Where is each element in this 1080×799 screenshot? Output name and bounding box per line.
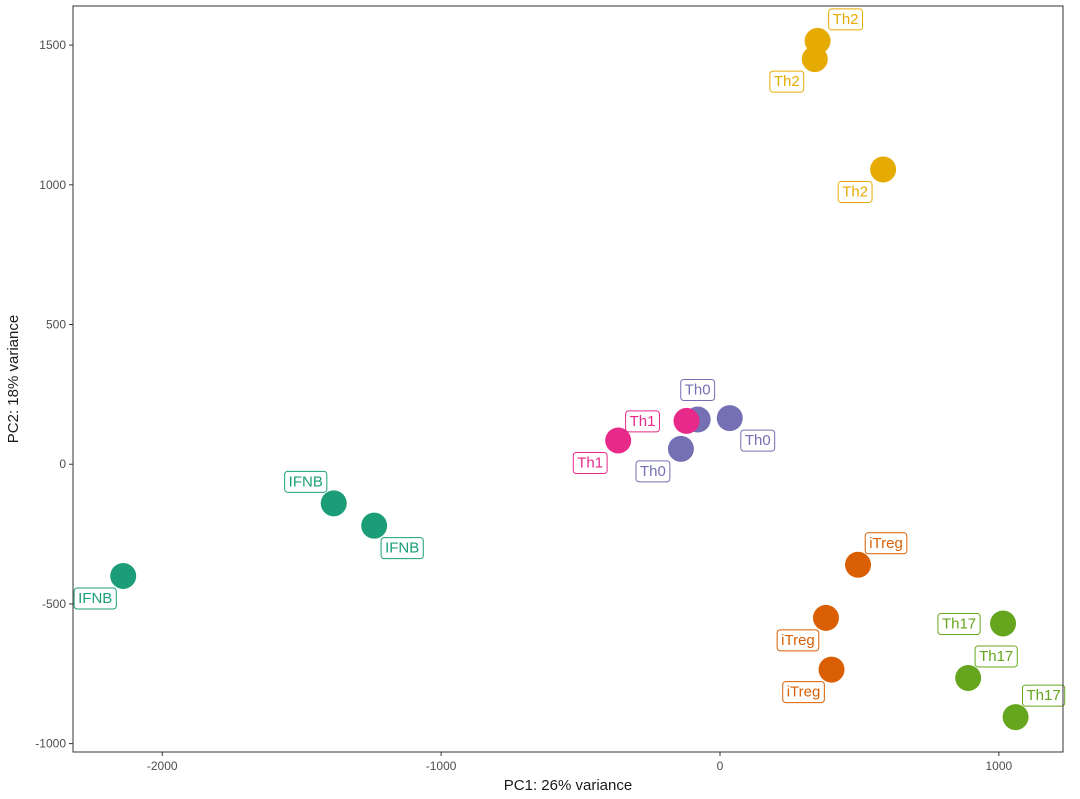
y-tick-label: -500 [42, 597, 66, 611]
point-label-text: Th0 [745, 432, 771, 449]
point-label-text: IFNB [78, 590, 112, 607]
point-label: Th2 [828, 8, 864, 31]
point-label: Th17 [1021, 684, 1066, 707]
point-label: iTreg [782, 681, 825, 704]
x-axis-title: PC1: 26% variance [504, 777, 632, 794]
data-point [990, 610, 1017, 637]
point-label-text: Th17 [1026, 687, 1060, 704]
y-tick-label: 1500 [39, 38, 66, 52]
point-label: IFNB [284, 470, 328, 493]
y-tick-label: 1000 [39, 178, 66, 192]
point-label-text: Th17 [942, 615, 976, 632]
point-label-text: Th2 [842, 183, 868, 200]
data-point [870, 156, 897, 183]
point-label-box [680, 379, 716, 402]
data-point [818, 656, 845, 683]
point-labels-layer: IFNB IFNB IFNB iTreg iTreg iTreg Th0 Th0 Th0 Th1 T… [73, 8, 1066, 707]
data-point [845, 551, 872, 578]
point-label-text: Th2 [774, 73, 800, 90]
point-label: Th2 [769, 70, 805, 93]
point-label-text: Th17 [979, 648, 1013, 665]
data-point [812, 604, 839, 631]
data-point [955, 664, 982, 691]
point-label-box [740, 429, 776, 452]
data-point [716, 405, 743, 432]
point-label-box [974, 645, 1018, 668]
point-label-text: IFNB [289, 473, 323, 490]
point-label-text: Th0 [640, 463, 666, 480]
point-label-text: iTreg [787, 684, 821, 701]
point-label-box [380, 537, 424, 560]
point-label-box [776, 629, 820, 652]
point-label-box [782, 681, 825, 704]
x-tick-label: 0 [717, 759, 724, 773]
point-label-text: Th0 [685, 382, 711, 399]
data-point [1002, 704, 1029, 731]
point-label: Th0 [680, 379, 716, 402]
point-label-text: Th2 [833, 11, 859, 28]
point-label: Th17 [937, 612, 981, 635]
point-label-box [284, 470, 328, 493]
data-point [320, 490, 347, 517]
y-tick-label: -1000 [35, 737, 66, 751]
point-label-text: Th1 [630, 413, 656, 430]
point-label-box [937, 612, 981, 635]
x-tick-label: 1000 [986, 759, 1013, 773]
plot-panel-border [72, 5, 1064, 753]
data-point [605, 427, 632, 454]
point-label-box [828, 8, 864, 31]
point-label-box [1021, 684, 1066, 707]
point-label: iTreg [776, 629, 820, 652]
y-axis-ticks: -1000 -500 0 500 1000 1500 [35, 38, 73, 751]
point-label-text: iTreg [781, 632, 815, 649]
point-label: Th0 [635, 460, 671, 483]
data-point [110, 562, 137, 589]
point-label-text: IFNB [385, 540, 419, 557]
point-label-text: iTreg [869, 535, 903, 552]
point-label: Th1 [625, 410, 660, 433]
point-label: Th0 [740, 429, 776, 452]
point-label: IFNB [380, 537, 424, 560]
point-label: IFNB [73, 587, 117, 610]
point-label: Th17 [974, 645, 1018, 668]
x-tick-label: -2000 [147, 759, 178, 773]
data-point [673, 407, 700, 434]
x-tick-label: -1000 [426, 759, 457, 773]
points-layer [110, 27, 1029, 731]
y-tick-label: 500 [46, 318, 66, 332]
point-label-box [837, 180, 873, 203]
data-point [361, 512, 388, 539]
point-label: iTreg [864, 532, 908, 555]
point-label: Th2 [837, 180, 873, 203]
x-axis-ticks: -2000 -1000 0 1000 [147, 752, 1013, 773]
point-label-box [73, 587, 117, 610]
point-label-text: Th1 [577, 454, 603, 471]
point-label-box [635, 460, 671, 483]
point-label: Th1 [572, 451, 608, 474]
point-label-box [864, 532, 908, 555]
y-tick-label: 0 [59, 457, 66, 471]
point-label-box [572, 451, 608, 474]
y-axis-title: PC2: 18% variance [5, 315, 22, 443]
point-label-box [625, 410, 660, 433]
data-point [667, 435, 694, 462]
point-label-box [769, 70, 805, 93]
data-point [801, 46, 828, 73]
